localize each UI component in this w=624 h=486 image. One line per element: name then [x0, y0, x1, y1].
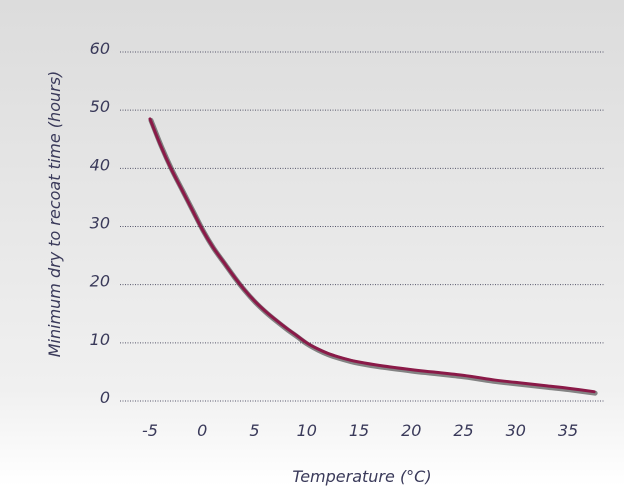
x-tick-label: -5: [142, 421, 158, 440]
y-axis-label: Minimum dry to recoat time (hours): [45, 71, 64, 358]
x-tick-label: 0: [197, 421, 207, 440]
y-tick-label: 10: [90, 330, 110, 349]
x-tick-label: 25: [453, 421, 473, 440]
y-tick-label: 60: [90, 39, 110, 58]
tick-labels: 0 10 20 30 40 50 60 -5 0 5 10 15 20 25 30 35: [90, 39, 579, 440]
y-tick-label: 40: [90, 155, 110, 174]
x-tick-label: 30: [506, 421, 526, 440]
x-tick-label: 35: [558, 421, 578, 440]
series-layer: [148, 117, 598, 396]
x-tick-label: 20: [401, 421, 421, 440]
x-tick-label: 10: [297, 421, 317, 440]
y-tick-label: 20: [90, 272, 110, 291]
x-axis-label: Temperature (°C): [292, 467, 431, 486]
series-line-0: [148, 117, 596, 394]
x-tick-label: 15: [349, 421, 369, 440]
y-tick-label: 30: [90, 214, 110, 233]
y-tick-label: 50: [90, 97, 110, 116]
y-tick-label: 0: [100, 388, 110, 407]
x-tick-label: 5: [249, 421, 259, 440]
